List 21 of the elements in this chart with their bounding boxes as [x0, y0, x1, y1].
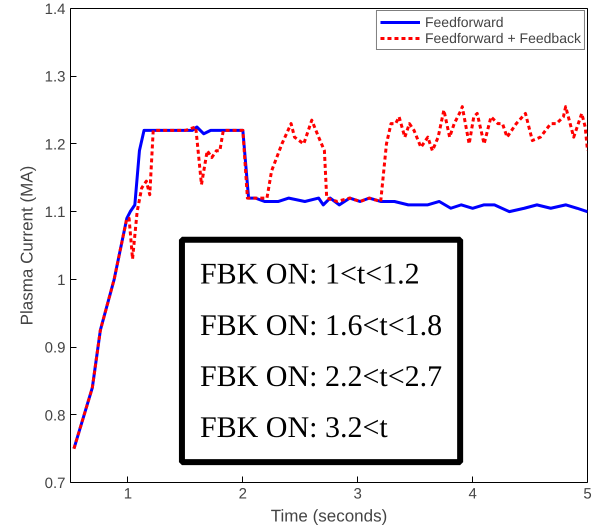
- annotation: FBK ON: 3.2<t: [200, 411, 388, 444]
- x-tick-label: 2: [238, 486, 248, 502]
- x-tick-label: 1: [124, 486, 132, 502]
- y-tick-label: 0.8: [44, 407, 66, 424]
- annotation: FBK ON: 1<t<1.2: [200, 258, 420, 291]
- x-tick-label: 3: [354, 486, 362, 502]
- y-tick-label: 1.2: [44, 136, 66, 154]
- y-tick-label: 0.7: [44, 475, 66, 492]
- y-tick-label: 1.4: [44, 1, 66, 18]
- y-tick-label: 1: [57, 272, 66, 289]
- legend-label: Feedforward + Feedback: [424, 30, 581, 46]
- y-tick-label: 0.9: [44, 340, 66, 357]
- annotation: FBK ON: 1.6<t<1.8: [200, 308, 442, 342]
- annotation: FBK ON: 2.2<t<2.7: [200, 360, 442, 394]
- legend-label: Feedforward: [424, 14, 504, 30]
- x-tick-label: 4: [468, 486, 477, 502]
- x-axis-title: Time (seconds): [270, 506, 388, 526]
- y-tick-label: 1.3: [44, 68, 66, 86]
- y-axis-title: Plasma Current (MA): [18, 166, 37, 326]
- x-tick-label: 5: [583, 486, 592, 502]
- y-tick-label: 1.1: [44, 204, 66, 222]
